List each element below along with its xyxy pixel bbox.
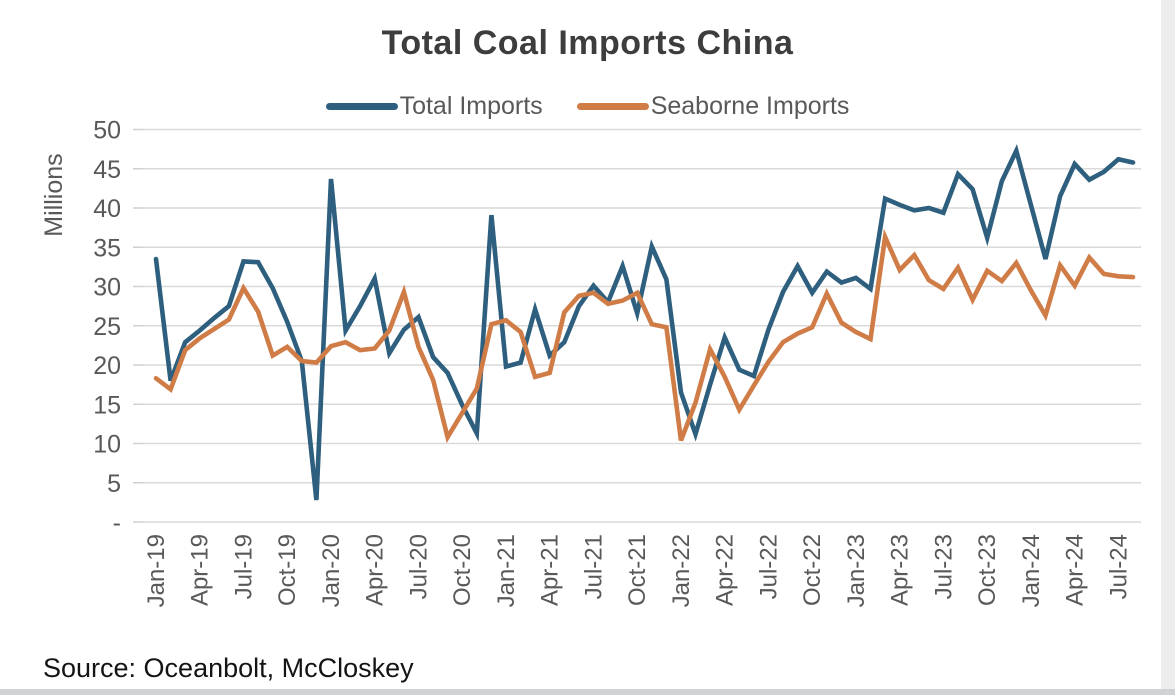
series-line-seaborne-imports [153, 228, 1136, 444]
x-tick-label-Jan-19: Jan-19 [143, 534, 170, 607]
x-tick-label-Apr-19: Apr-19 [187, 534, 214, 606]
chart-legend: Total Imports Seaborne Imports [0, 92, 1175, 121]
x-tick-label-Oct-19: Oct-19 [274, 534, 301, 606]
y-tick-label-0: - [113, 509, 121, 537]
x-tick-label-Apr-20: Apr-20 [362, 534, 389, 606]
x-tick-label-Jul-23: Jul-23 [930, 534, 957, 599]
x-tick-label-Jan-24: Jan-24 [1018, 534, 1045, 607]
x-tick-label-Apr-23: Apr-23 [887, 534, 914, 606]
x-tick-label-Apr-22: Apr-22 [712, 534, 739, 606]
x-tick-label-Jul-21: Jul-21 [580, 534, 607, 599]
x-tick-label-Jul-22: Jul-22 [755, 534, 782, 599]
y-tick-label-20: 20 [93, 352, 121, 380]
series-line-total-imports [153, 144, 1136, 501]
x-tick-label-Oct-20: Oct-20 [449, 534, 476, 606]
x-tick-label-Jan-21: Jan-21 [493, 534, 520, 607]
seaborne-imports-line-swatch [576, 103, 649, 110]
y-tick-label-10: 10 [93, 431, 121, 459]
x-tick-label-Jan-20: Jan-20 [318, 534, 345, 607]
x-tick-label-Jan-23: Jan-23 [843, 534, 870, 607]
y-tick-label-5: 5 [107, 470, 121, 498]
x-tick-label-Apr-21: Apr-21 [537, 534, 564, 606]
x-tick-label-Jan-22: Jan-22 [668, 534, 695, 607]
source-note: Source: Oceanbolt, McCloskey [43, 653, 414, 683]
y-tick-label-25: 25 [93, 313, 121, 341]
y-tick-label-15: 15 [93, 391, 121, 419]
legend-label-seaborne-imports: Seaborne Imports [650, 92, 850, 120]
y-tick-label-40: 40 [93, 195, 121, 223]
x-tick-label-Oct-23: Oct-23 [974, 534, 1001, 606]
frame-bottom-bar [0, 689, 1175, 695]
x-tick-label-Jul-19: Jul-19 [230, 534, 257, 599]
frame-right-strip [1161, 0, 1175, 695]
y-tick-label-30: 30 [93, 274, 121, 302]
y-tick-label-35: 35 [93, 234, 121, 262]
x-tick-label-Jul-20: Jul-20 [405, 534, 432, 599]
x-tick-label-Oct-22: Oct-22 [799, 534, 826, 606]
y-tick-label-50: 50 [93, 117, 121, 145]
x-tick-label-Apr-24: Apr-24 [1062, 534, 1089, 606]
legend-item-seaborne-imports: Seaborne Imports [576, 92, 850, 121]
legend-item-total-imports: Total Imports [325, 92, 543, 121]
legend-label-total-imports: Total Imports [399, 92, 543, 120]
y-tick-label-45: 45 [93, 156, 121, 184]
x-tick-label-Jul-24: Jul-24 [1105, 534, 1132, 599]
chart-title: Total Coal Imports China [381, 24, 794, 62]
x-tick-label-Oct-21: Oct-21 [624, 534, 651, 606]
total-imports-line-swatch [325, 103, 398, 110]
